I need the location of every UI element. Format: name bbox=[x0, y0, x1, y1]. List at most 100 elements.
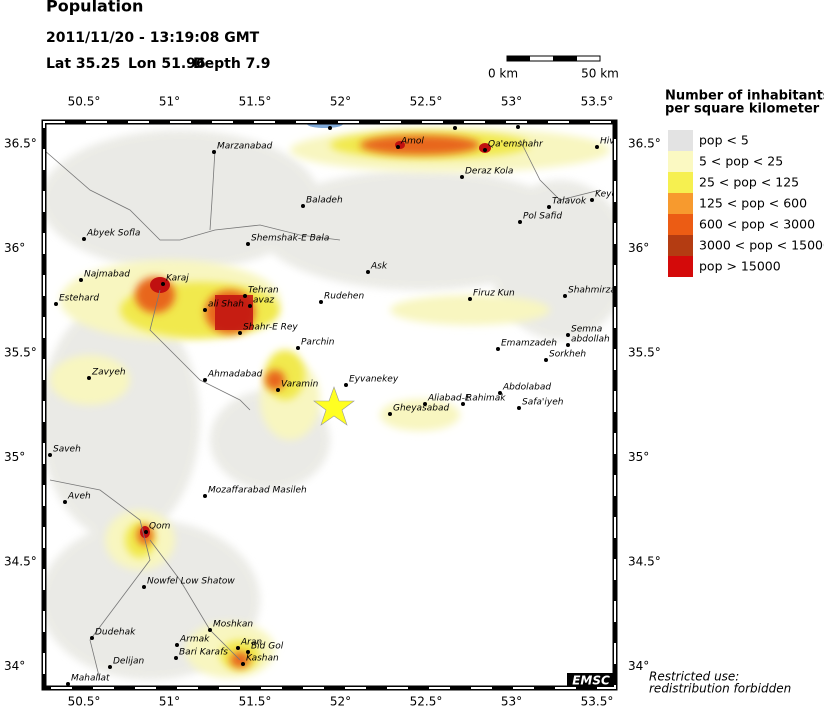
place-label: Saveh bbox=[53, 445, 81, 455]
place-dot bbox=[203, 494, 207, 498]
place-label: avaz bbox=[253, 296, 274, 306]
lon-label: 52° bbox=[330, 95, 351, 109]
place-label: Shemshak-E Bala bbox=[251, 234, 329, 244]
place-dot bbox=[517, 406, 521, 410]
legend-label: 125 < pop < 600 bbox=[699, 196, 807, 211]
place-dot bbox=[566, 343, 570, 347]
legend-swatch bbox=[668, 214, 693, 235]
place-dot bbox=[90, 636, 94, 640]
place-label: Baladeh bbox=[306, 196, 343, 206]
place-label: Firuz Kun bbox=[473, 289, 515, 299]
place-label: Moshkan bbox=[213, 620, 253, 630]
place-label: Abyek Sofla bbox=[86, 229, 140, 239]
place-label: Armak bbox=[179, 635, 210, 645]
place-label: Mahallat bbox=[71, 674, 110, 684]
legend-title: per square kilometer bbox=[665, 102, 820, 117]
lon: Lon 51.96 bbox=[128, 56, 206, 72]
legend-swatch bbox=[668, 151, 693, 172]
place-dot bbox=[241, 662, 245, 666]
legend-label: 5 < pop < 25 bbox=[699, 154, 783, 169]
place-label: Delijan bbox=[113, 657, 144, 667]
place-dot bbox=[461, 402, 465, 406]
lon-label: 51.5° bbox=[239, 95, 272, 109]
lon-label: 51° bbox=[159, 695, 180, 709]
lon-label: 50.5° bbox=[68, 695, 101, 709]
place-dot bbox=[161, 282, 165, 286]
place-dot bbox=[396, 145, 400, 149]
place-dot bbox=[48, 453, 52, 457]
place-dot bbox=[496, 347, 500, 351]
place-dot bbox=[423, 402, 427, 406]
lat-label: 34.5° bbox=[628, 555, 661, 569]
lon-label: 51° bbox=[159, 95, 180, 109]
place-dot bbox=[212, 150, 216, 154]
logo-text: EMSC bbox=[572, 674, 610, 688]
place-label: Deraz Kola bbox=[465, 167, 513, 177]
place-dot bbox=[63, 500, 67, 504]
place-label: ali Shah bbox=[208, 300, 244, 310]
lat-label: 35° bbox=[628, 450, 649, 464]
notice: redistribution forbidden bbox=[649, 682, 791, 696]
place-label: Emamzadeh bbox=[501, 339, 557, 349]
place-label: Zavyeh bbox=[91, 368, 126, 378]
lat: Lat 35.25 bbox=[46, 56, 120, 72]
place-dot bbox=[79, 278, 83, 282]
lat-label: 36° bbox=[628, 241, 649, 255]
place-label: Kashan bbox=[246, 654, 279, 664]
lon-label: 52.5° bbox=[410, 95, 443, 109]
lon-label: 52° bbox=[330, 695, 351, 709]
place-label: Qom bbox=[149, 522, 171, 532]
logo: EMSC bbox=[567, 673, 615, 688]
place-dot bbox=[296, 346, 300, 350]
place-dot bbox=[563, 294, 567, 298]
place-dot bbox=[301, 204, 305, 208]
place-dot bbox=[453, 126, 457, 130]
place-label: Amol bbox=[400, 137, 424, 147]
place-label: Nowfel Low Shatow bbox=[147, 577, 235, 587]
place-dot bbox=[544, 358, 548, 362]
place-dot bbox=[483, 148, 487, 152]
place-dot bbox=[547, 205, 551, 209]
place-label: Ahmadabad bbox=[207, 370, 263, 380]
legend-swatch bbox=[668, 130, 693, 151]
place-label: Eyvanekey bbox=[349, 375, 399, 385]
place-label: Najmabad bbox=[84, 270, 130, 280]
place-label: Shahmirza bbox=[568, 286, 616, 296]
place-label: Aran bbox=[240, 638, 262, 648]
place-label: Qa'emshahr bbox=[488, 140, 544, 150]
scale-end: 50 km bbox=[581, 67, 619, 81]
lon-label: 53° bbox=[501, 695, 522, 709]
place-dot bbox=[498, 391, 502, 395]
place-dot bbox=[208, 628, 212, 632]
legend-title: Number of inhabitants bbox=[665, 89, 824, 104]
place-dot bbox=[344, 383, 348, 387]
place-dot bbox=[319, 300, 323, 304]
lat-label: 36° bbox=[4, 241, 25, 255]
legend-label: 600 < pop < 3000 bbox=[699, 217, 815, 232]
place-label: Estehard bbox=[59, 294, 99, 304]
frame-dash bbox=[43, 121, 616, 689]
place-label: abdollah bbox=[571, 335, 610, 345]
place-dot bbox=[595, 145, 599, 149]
depth: Depth 7.9 bbox=[193, 56, 270, 72]
place-label: Abdolabad bbox=[502, 383, 551, 393]
place-dot bbox=[174, 656, 178, 660]
legend-swatch bbox=[668, 172, 693, 193]
place-label: Marzanabad bbox=[217, 142, 273, 152]
place-dot bbox=[518, 220, 522, 224]
place-label: Hiv bbox=[600, 137, 615, 147]
place-label: Bid Gol bbox=[251, 642, 284, 652]
legend-label: pop > 15000 bbox=[699, 259, 781, 274]
legend-label: pop < 5 bbox=[699, 133, 749, 148]
place-dot bbox=[203, 308, 207, 312]
lat-label: 35.5° bbox=[4, 346, 37, 360]
place-dot bbox=[236, 646, 240, 650]
lon-label: 53.5° bbox=[581, 95, 614, 109]
place-label: Varamin bbox=[281, 380, 319, 390]
place-dot bbox=[54, 302, 58, 306]
place-label: Babol bbox=[458, 118, 484, 128]
lat-label: 34.5° bbox=[4, 555, 37, 569]
